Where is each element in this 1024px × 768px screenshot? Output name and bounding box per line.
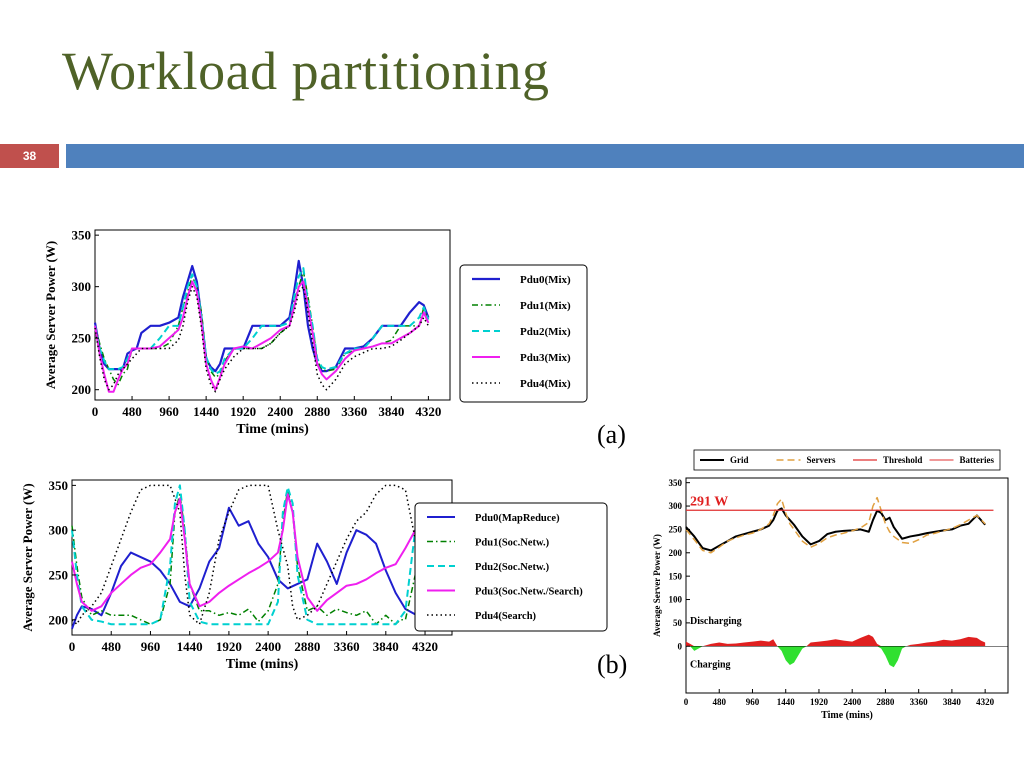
x-tick-label: 3360 <box>341 404 367 419</box>
x-axis-label: Time (mins) <box>226 657 299 672</box>
legend-label: Pdu3(Mix) <box>520 352 571 364</box>
y-axis-label: Average Server Power (W) <box>652 534 662 637</box>
series-line-a-3 <box>94 280 430 393</box>
y-tick-label: 300 <box>72 279 92 294</box>
x-tick-label: 3840 <box>373 639 399 654</box>
chart-a: 0 480 960 1440 1920 2400 2880 3360 3840 4320 200 25… <box>43 228 588 437</box>
series-line-b-3 <box>71 493 426 612</box>
charging-annotation: Charging <box>690 659 731 670</box>
battery-discharge-area <box>686 634 986 647</box>
legend-label: Pdu3(Soc.Netw./Search) <box>475 587 583 598</box>
y-axis-label: Average Server Power (W) <box>43 241 58 389</box>
chart-b: 0 480 960 1440 1920 2400 2880 3360 3840 4320 200 25… <box>20 478 608 672</box>
y-tick-label: 350 <box>72 228 92 243</box>
series-line-c-0 <box>685 507 986 552</box>
y-tick-label: 300 <box>669 501 683 511</box>
x-axis-label: Time (mins) <box>821 710 873 721</box>
x-tick-label: 480 <box>101 639 121 654</box>
panel-label-a: (a) <box>597 420 626 449</box>
y-tick-label: 200 <box>669 548 683 558</box>
x-tick-label: 480 <box>122 404 142 419</box>
legend-label: Pdu0(Mix) <box>520 274 571 286</box>
y-tick-label: 250 <box>669 525 683 535</box>
x-tick-label: 1440 <box>177 639 203 654</box>
x-tick-label: 1920 <box>230 404 256 419</box>
series-line-b-1 <box>71 489 426 625</box>
legend-label: Pdu1(Soc.Netw.) <box>475 538 550 549</box>
x-tick-label: 4320 <box>412 639 438 654</box>
x-tick-label: 3360 <box>910 697 929 707</box>
x-tick-label: 4320 <box>415 404 441 419</box>
y-tick-label: 250 <box>72 331 92 346</box>
x-tick-label: 0 <box>92 404 99 419</box>
x-tick-label: 2400 <box>843 697 862 707</box>
legend-label: Pdu4(Mix) <box>520 378 571 390</box>
x-tick-label: 2880 <box>304 404 330 419</box>
legend-label: Pdu4(Search) <box>475 611 537 622</box>
title-bar <box>66 144 1024 168</box>
legend-label: Pdu0(MapReduce) <box>475 513 560 524</box>
y-tick-label: 300 <box>49 523 69 538</box>
legend-label: Servers <box>807 455 836 465</box>
x-tick-label: 3360 <box>334 639 360 654</box>
x-tick-label: 1920 <box>216 639 242 654</box>
x-tick-label: 1440 <box>193 404 219 419</box>
chart-c: 0 480 960 1440 1920 2400 2880 3360 3840 4320 0 50 10… <box>652 449 1009 721</box>
plot-frame-c <box>685 477 1009 694</box>
y-tick-label: 350 <box>669 478 683 488</box>
series-line-c-1 <box>685 496 986 554</box>
x-tick-label: 2880 <box>876 697 895 707</box>
slide-title: Workload partitioning <box>62 41 550 101</box>
y-tick-label: 200 <box>72 382 92 397</box>
x-tick-label: 0 <box>684 697 689 707</box>
series-line-b-4 <box>71 484 426 625</box>
plot-frame-b <box>71 479 453 636</box>
x-tick-label: 960 <box>159 404 179 419</box>
y-tick-label: 100 <box>669 595 683 605</box>
series-line-b-0 <box>71 506 426 630</box>
legend-box-a <box>459 264 588 403</box>
x-tick-label: 2400 <box>255 639 281 654</box>
x-tick-label: 480 <box>712 697 726 707</box>
x-axis-label: Time (mins) <box>236 422 309 437</box>
threshold-annotation: 291 W <box>690 494 728 509</box>
legend-label: Pdu2(Mix) <box>520 326 571 338</box>
y-axis-label: Average Server Power (W) <box>20 483 35 631</box>
x-tick-label: 1440 <box>777 697 796 707</box>
legend-label: Grid <box>730 455 749 465</box>
y-tick-label: 0 <box>678 641 683 651</box>
x-tick-label: 960 <box>746 697 760 707</box>
legend-label: Threshold <box>883 455 922 465</box>
x-tick-label: 3840 <box>943 697 962 707</box>
x-tick-label: 960 <box>141 639 161 654</box>
x-tick-label: 4320 <box>976 697 995 707</box>
legend-label: Batteries <box>960 455 995 465</box>
x-tick-label: 1920 <box>810 697 829 707</box>
x-tick-label: 2880 <box>294 639 320 654</box>
y-tick-label: 150 <box>669 571 683 581</box>
x-tick-label: 3840 <box>378 404 404 419</box>
y-tick-label: 350 <box>49 478 69 493</box>
legend-box-b <box>414 502 608 632</box>
x-tick-label: 0 <box>69 639 76 654</box>
legend-label: Pdu2(Soc.Netw.) <box>475 562 550 573</box>
panel-label-b: (b) <box>597 650 628 679</box>
plot-frame-a <box>94 229 451 401</box>
legend-label: Pdu1(Mix) <box>520 300 571 312</box>
slide-number: 38 <box>0 144 59 168</box>
x-tick-label: 2400 <box>267 404 293 419</box>
discharging-annotation: Discharging <box>690 616 742 627</box>
legend-box-c <box>693 449 1001 471</box>
y-tick-label: 50 <box>673 618 683 628</box>
y-tick-label: 200 <box>49 612 69 627</box>
y-tick-label: 250 <box>49 568 69 583</box>
